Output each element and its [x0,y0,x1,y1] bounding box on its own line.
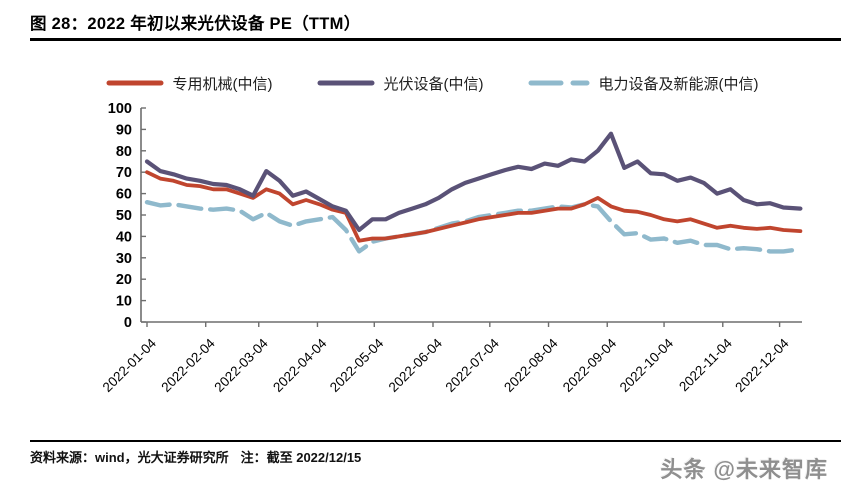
x-tick-label: 2022-09-04 [560,335,620,395]
x-tick-label: 2022-08-04 [501,335,561,395]
x-tick-label: 2022-01-04 [100,335,160,395]
series-line-1 [144,199,803,254]
watermark-text: 头条 @未来智库 [660,457,828,482]
x-tick-label: 2022-12-04 [732,335,792,395]
legend-item-power-equipment: 电力设备及新能源(中信) [528,73,759,94]
pe-ttm-chart: 0 10 20 30 40 50 60 70 80 90 100 2022-01-04 2022-02-… [60,96,844,430]
x-tick-label: 2022-10-04 [617,335,677,395]
legend-label: 专用机械(中信) [172,75,273,93]
blue-dashed-line-swatch-icon [528,80,589,86]
x-tick-label: 2022-06-04 [386,335,446,395]
y-tick-label: 20 [116,272,132,288]
red-line-swatch-icon [106,80,163,86]
y-tick-label: 90 [116,122,132,138]
y-tick-label: 10 [116,294,132,310]
y-tick-label: 70 [116,165,132,181]
title-divider [30,38,841,41]
y-tick-label: 60 [116,187,132,203]
legend-label: 光伏设备(中信) [383,75,484,93]
y-tick-label: 100 [108,101,132,117]
chart-legend: 专用机械(中信) 光伏设备(中信) 电力设备及新能源(中信) [60,70,804,96]
purple-line-swatch-icon [317,80,374,86]
x-tick-label: 2022-05-04 [327,335,387,395]
y-tick-label: 0 [124,315,132,331]
y-tick-label: 50 [116,208,132,224]
x-tick-label: 2022-11-04 [676,335,735,394]
x-tick-label: 2022-03-04 [211,335,271,395]
x-tick-label: 2022-07-04 [442,335,502,395]
series-line-3 [144,131,803,233]
series-line-2 [145,170,803,243]
x-tick-label: 2022-04-04 [270,335,330,395]
footer-divider [30,440,841,442]
x-tick-label: 2022-02-04 [158,335,218,395]
pe-chart-canvas: 0 10 20 30 40 50 60 70 80 90 100 2022-01-04 2022-02-… [100,101,803,395]
cutoff-note-text: 注：截至 2022/12/15 [240,450,362,465]
legend-item-pv-equipment: 光伏设备(中信) [317,73,484,94]
y-tick-label: 40 [116,229,132,245]
y-tick-label: 30 [116,251,132,267]
legend-item-special-machinery: 专用机械(中信) [106,73,273,94]
figure-title: 图 28：2022 年初以来光伏设备 PE（TTM） [30,15,361,33]
data-source-text: 资料来源：wind，光大证券研究所 [30,450,229,465]
legend-label: 电力设备及新能源(中信) [598,75,759,93]
source-note: 资料来源：wind，光大证券研究所 注：截至 2022/12/15 [30,447,361,466]
y-tick-label: 80 [116,144,132,160]
